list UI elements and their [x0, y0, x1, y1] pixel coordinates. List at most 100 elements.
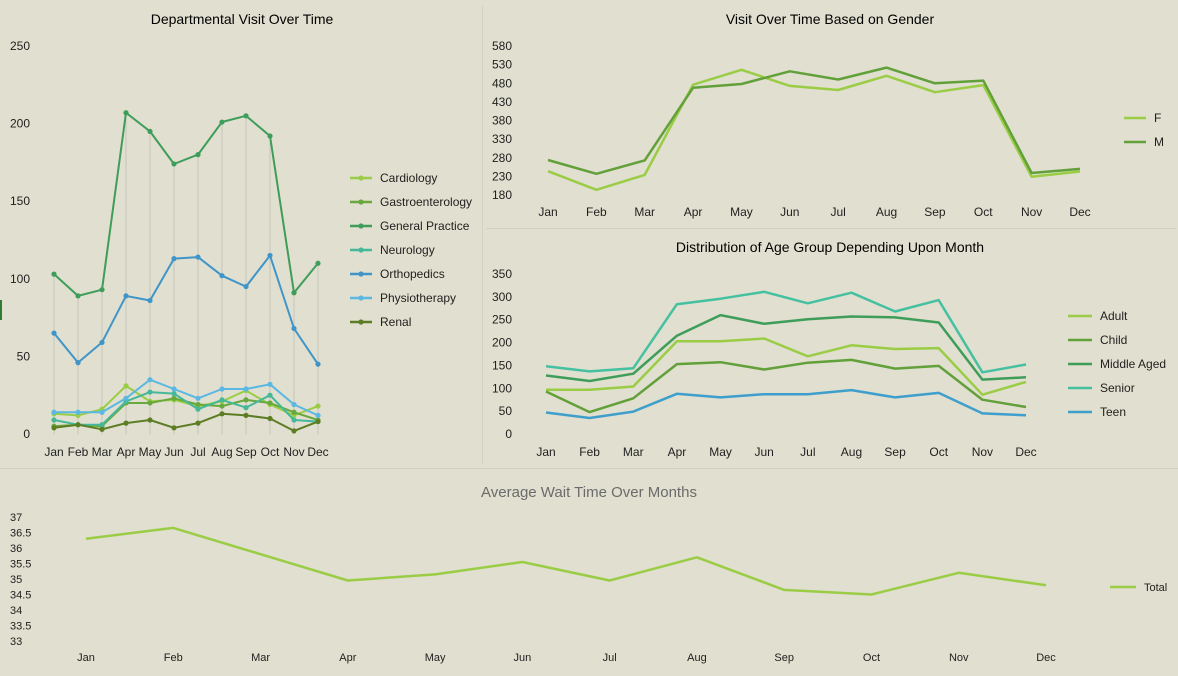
- legend-marker: [358, 271, 364, 277]
- data-point: [195, 420, 201, 426]
- x-tick-label: Jan: [44, 445, 63, 459]
- x-tick-label: May: [425, 652, 446, 664]
- y-tick-label: 230: [492, 169, 512, 183]
- x-tick-label: Sep: [774, 652, 794, 664]
- wait-time-chart[interactable]: Average Wait Time Over Months 33 33.5 34 34…: [0, 468, 1178, 676]
- x-tick-label: Sep: [884, 445, 906, 459]
- y-tick-label: 280: [492, 151, 512, 165]
- series-line-adult: [546, 337, 1027, 396]
- data-point: [51, 271, 57, 277]
- x-tick-label: Jul: [800, 445, 815, 459]
- data-point: [171, 391, 177, 397]
- x-tick-label: Dec: [1036, 652, 1056, 664]
- data-point: [123, 420, 129, 426]
- x-tick-label: Aug: [876, 205, 897, 219]
- x-tick-label: Jan: [77, 652, 95, 664]
- legend-label: Adult: [1100, 309, 1128, 323]
- y-tick-label: 380: [492, 114, 512, 128]
- y-tick-label: 330: [492, 132, 512, 146]
- y-tick-label: 200: [492, 336, 512, 350]
- data-point: [75, 409, 81, 415]
- data-point: [123, 395, 129, 401]
- y-tick-label: 180: [492, 188, 512, 202]
- data-point: [123, 293, 129, 299]
- data-point: [195, 395, 201, 401]
- y-tick-label: 480: [492, 76, 512, 90]
- legend-label: F: [1154, 111, 1161, 125]
- x-tick-label: Jul: [190, 445, 205, 459]
- data-point: [267, 400, 273, 406]
- data-point: [267, 381, 273, 387]
- x-tick-label: Mar: [634, 205, 655, 219]
- y-tick-label: 250: [492, 313, 512, 327]
- data-point: [219, 411, 225, 417]
- legend-label: Teen: [1100, 405, 1126, 419]
- age-group-svg: Distribution of Age Group Depending Upon…: [492, 239, 1166, 459]
- x-tick-label: Jan: [536, 445, 555, 459]
- x-tick-label: Oct: [863, 652, 880, 664]
- data-point: [243, 113, 249, 119]
- legend-label: Child: [1100, 333, 1127, 347]
- y-tick-label: 34.5: [10, 590, 31, 602]
- x-tick-label: Aug: [841, 445, 862, 459]
- x-tick-label: Oct: [261, 445, 280, 459]
- x-tick-label: Jun: [164, 445, 183, 459]
- x-tick-label: Dec: [1015, 445, 1036, 459]
- y-tick-label: 100: [492, 381, 512, 395]
- data-point: [171, 256, 177, 262]
- x-tick-label: Sep: [235, 445, 257, 459]
- data-point: [291, 325, 297, 332]
- legend-marker: [358, 295, 364, 301]
- data-point: [267, 252, 273, 259]
- data-point: [171, 386, 177, 392]
- y-tick-label: 33.5: [10, 621, 31, 633]
- y-tick-label: 430: [492, 95, 512, 109]
- x-tick-label: Dec: [1069, 205, 1090, 219]
- x-tick-label: Mar: [92, 445, 113, 459]
- x-tick-label: Mar: [251, 652, 270, 664]
- departmental-visit-chart[interactable]: Departmental Visit Over Time 0 50 100 150 20…: [0, 0, 482, 468]
- legend-marker: [358, 199, 364, 205]
- y-tick-label: 35.5: [10, 559, 31, 571]
- y-tick-label: 33: [10, 636, 22, 648]
- data-point: [147, 377, 153, 383]
- data-point: [195, 401, 201, 408]
- x-tick-label: Dec: [307, 445, 328, 459]
- y-tick-label: 200: [10, 117, 30, 131]
- x-tick-label: Apr: [339, 652, 356, 664]
- age-group-chart[interactable]: Distribution of Age Group Depending Upon…: [482, 228, 1178, 468]
- legend-marker: [358, 247, 364, 253]
- legend-label: M: [1154, 135, 1164, 149]
- legend-label: Orthopedics: [380, 267, 445, 281]
- y-tick-label: 37: [10, 512, 22, 524]
- data-point: [171, 425, 177, 431]
- x-tick-label: Aug: [687, 652, 707, 664]
- series-line-general-practice: [53, 111, 319, 297]
- data-point: [243, 386, 249, 392]
- y-tick-label: 530: [492, 58, 512, 72]
- chart-title: Distribution of Age Group Depending Upon…: [676, 239, 984, 255]
- data-point: [291, 401, 297, 408]
- y-tick-label: 50: [499, 404, 513, 418]
- data-point: [315, 403, 321, 409]
- data-point: [171, 161, 177, 167]
- data-point: [195, 254, 201, 260]
- selection-handle[interactable]: [0, 300, 2, 320]
- data-point: [219, 403, 225, 409]
- data-point: [75, 293, 81, 299]
- bottom-divider: [0, 468, 1178, 469]
- y-tick-label: 35: [10, 574, 22, 586]
- x-tick-label: Apr: [668, 445, 687, 459]
- legend-marker: [358, 175, 364, 181]
- data-point: [315, 260, 321, 266]
- data-point: [99, 426, 105, 432]
- data-point: [75, 360, 81, 366]
- data-point: [195, 406, 201, 412]
- chart-title: Departmental Visit Over Time: [151, 11, 334, 27]
- data-point: [291, 417, 297, 423]
- y-tick-label: 150: [492, 358, 512, 372]
- legend-label: Neurology: [380, 243, 435, 257]
- data-point: [147, 400, 153, 406]
- gender-visit-chart[interactable]: Visit Over Time Based on Gender 180 230 28…: [482, 0, 1178, 228]
- legend-label: Renal: [380, 315, 411, 329]
